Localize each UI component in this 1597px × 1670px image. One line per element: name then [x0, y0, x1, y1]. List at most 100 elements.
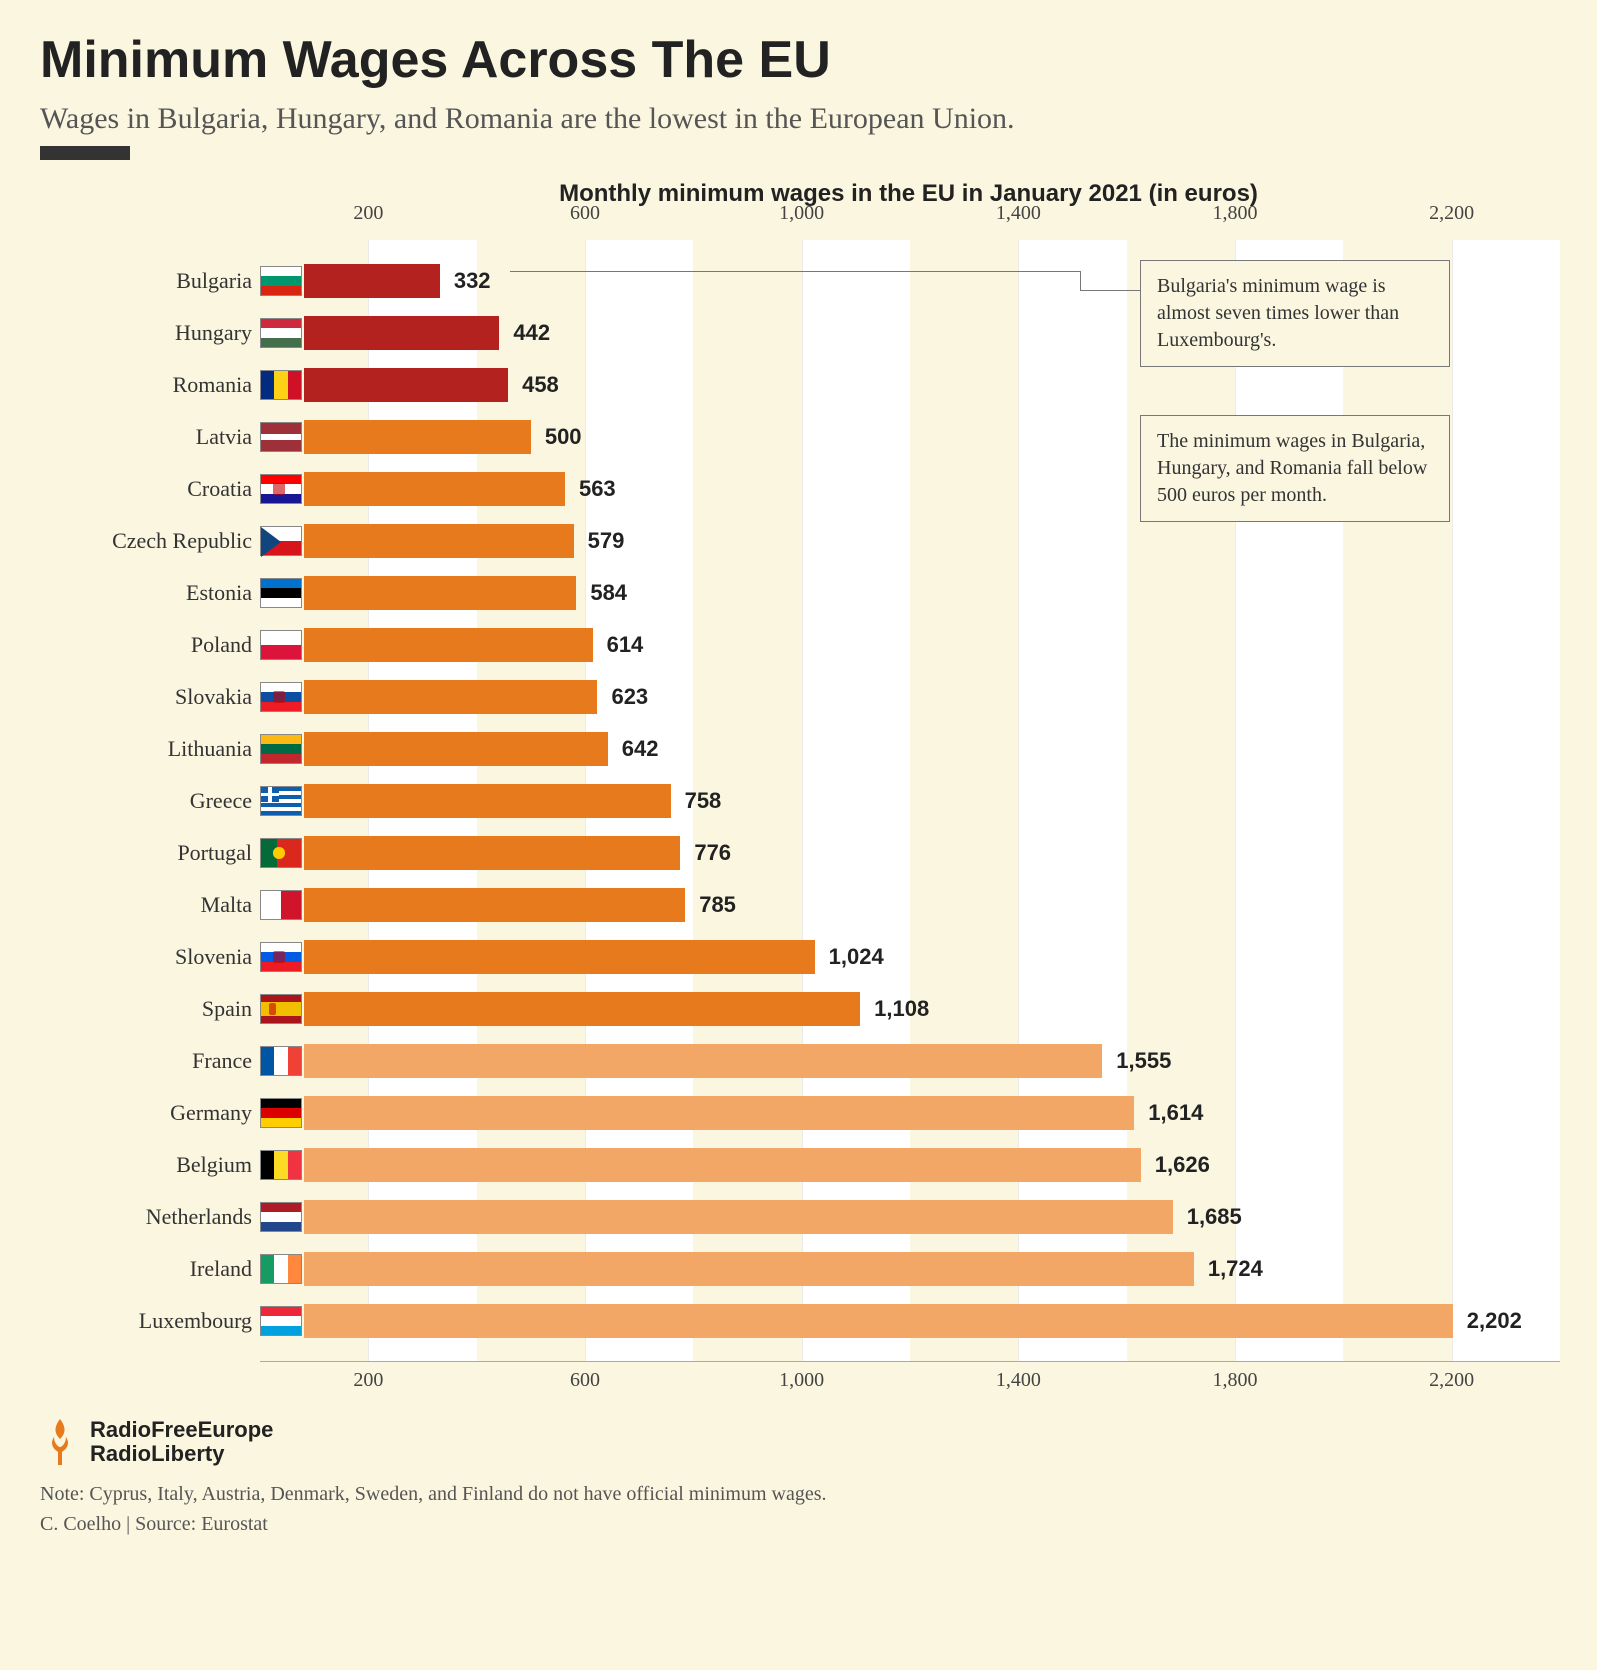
x-axis-bottom: 2006001,0001,4001,8002,200	[260, 1369, 1560, 1399]
title-underline	[40, 146, 130, 160]
axis-tick: 2,200	[1429, 202, 1474, 225]
source-logo: RadioFreeEurope RadioLiberty	[40, 1417, 273, 1467]
axis-tick: 200	[353, 202, 383, 225]
bar-value: 623	[611, 684, 648, 710]
country-label: Estonia	[90, 580, 260, 606]
torch-icon	[40, 1417, 80, 1467]
flag-icon	[260, 994, 302, 1024]
country-label: Lithuania	[90, 736, 260, 762]
country-label: Belgium	[90, 1152, 260, 1178]
bar-value: 776	[694, 840, 731, 866]
bar	[304, 888, 685, 922]
bar	[304, 472, 565, 506]
chart-area: Monthly minimum wages in the EU in Janua…	[40, 180, 1557, 1362]
bar	[304, 992, 860, 1026]
bar	[304, 368, 508, 402]
country-label: Latvia	[90, 424, 260, 450]
bar	[304, 1252, 1194, 1286]
bar-value: 458	[522, 372, 559, 398]
country-label: Czech Republic	[90, 528, 260, 554]
country-label: France	[90, 1048, 260, 1074]
flag-icon	[260, 1098, 302, 1128]
flag-icon	[260, 890, 302, 920]
bar	[304, 680, 597, 714]
country-label: Luxembourg	[90, 1308, 260, 1334]
country-label: Ireland	[90, 1256, 260, 1282]
country-label: Portugal	[90, 840, 260, 866]
country-label: Bulgaria	[90, 268, 260, 294]
credit: C. Coelho | Source: Eurostat	[40, 1509, 1557, 1539]
table-row: Netherlands1,685	[260, 1191, 1560, 1243]
bar	[304, 732, 608, 766]
callout-box: The minimum wages in Bulgaria, Hungary, …	[1140, 415, 1450, 522]
bar-value: 1,555	[1116, 1048, 1171, 1074]
flag-icon	[260, 682, 302, 712]
flag-icon	[260, 630, 302, 660]
flag-icon	[260, 266, 302, 296]
axis-tick: 1,000	[779, 1369, 824, 1392]
table-row: Ireland1,724	[260, 1243, 1560, 1295]
country-label: Netherlands	[90, 1204, 260, 1230]
axis-tick: 2,200	[1429, 1369, 1474, 1392]
bar-value: 332	[454, 268, 491, 294]
bar-value: 758	[685, 788, 722, 814]
flag-icon	[260, 422, 302, 452]
table-row: Belgium1,626	[260, 1139, 1560, 1191]
table-row: Greece758	[260, 775, 1560, 827]
country-label: Germany	[90, 1100, 260, 1126]
flag-icon	[260, 1306, 302, 1336]
flag-icon	[260, 318, 302, 348]
footnote: Note: Cyprus, Italy, Austria, Denmark, S…	[40, 1479, 1557, 1509]
flag-icon	[260, 734, 302, 764]
country-label: Spain	[90, 996, 260, 1022]
bar	[304, 576, 576, 610]
bar	[304, 316, 499, 350]
chart-plot: 2006001,0001,4001,8002,200 2006001,0001,…	[260, 240, 1560, 1362]
flag-icon	[260, 578, 302, 608]
flag-icon	[260, 1046, 302, 1076]
table-row: Czech Republic579	[260, 515, 1560, 567]
flag-icon	[260, 942, 302, 972]
axis-tick: 1,800	[1213, 1369, 1258, 1392]
bar-value: 579	[588, 528, 625, 554]
footer: RadioFreeEurope RadioLiberty	[40, 1417, 1557, 1467]
table-row: Slovenia1,024	[260, 931, 1560, 983]
bar	[304, 836, 680, 870]
country-label: Slovakia	[90, 684, 260, 710]
bar	[304, 940, 815, 974]
axis-tick: 1,400	[996, 202, 1041, 225]
bar	[304, 1304, 1453, 1338]
country-label: Slovenia	[90, 944, 260, 970]
page-title: Minimum Wages Across The EU	[40, 30, 1557, 90]
bar-value: 563	[579, 476, 616, 502]
axis-tick: 1,000	[779, 202, 824, 225]
bar	[304, 1044, 1102, 1078]
bar-value: 1,614	[1148, 1100, 1203, 1126]
axis-tick: 200	[353, 1369, 383, 1392]
table-row: Portugal776	[260, 827, 1560, 879]
table-row: Estonia584	[260, 567, 1560, 619]
table-row: Lithuania642	[260, 723, 1560, 775]
bar-value: 500	[545, 424, 582, 450]
bar-value: 2,202	[1467, 1308, 1522, 1334]
bar	[304, 420, 531, 454]
flag-icon	[260, 786, 302, 816]
table-row: France1,555	[260, 1035, 1560, 1087]
table-row: Poland614	[260, 619, 1560, 671]
bar-value: 1,626	[1155, 1152, 1210, 1178]
bar-value: 1,108	[874, 996, 929, 1022]
bar	[304, 264, 440, 298]
logo-line1: RadioFreeEurope	[90, 1418, 273, 1442]
bar	[304, 524, 574, 558]
bar-value: 584	[590, 580, 627, 606]
axis-tick: 1,800	[1213, 202, 1258, 225]
flag-icon	[260, 1150, 302, 1180]
bar	[304, 1148, 1141, 1182]
logo-line2: RadioLiberty	[90, 1442, 273, 1466]
bar	[304, 1200, 1173, 1234]
axis-tick: 1,400	[996, 1369, 1041, 1392]
bar-value: 614	[607, 632, 644, 658]
bar-value: 642	[622, 736, 659, 762]
flag-icon	[260, 474, 302, 504]
bar-value: 1,685	[1187, 1204, 1242, 1230]
